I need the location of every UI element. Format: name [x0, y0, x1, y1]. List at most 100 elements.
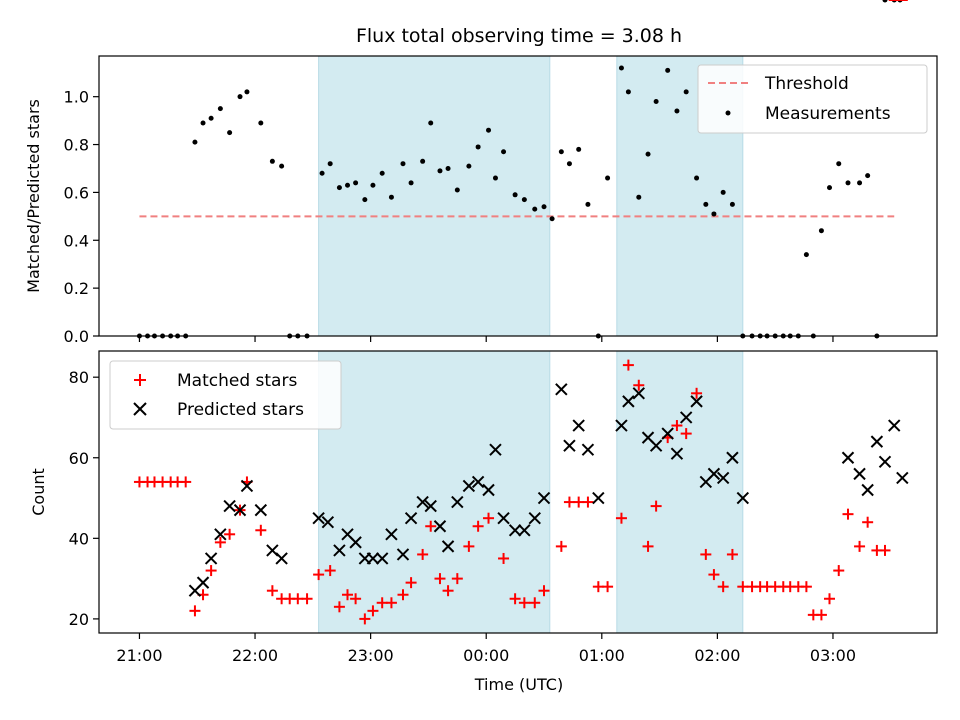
predicted-star-point	[349, 536, 362, 549]
predicted-star-point	[878, 455, 892, 468]
predicted-star-point	[615, 419, 628, 432]
matched-star-point	[555, 540, 567, 552]
y-tick-label: 40	[69, 529, 89, 548]
measurement-point	[711, 211, 717, 217]
measurement-point	[388, 194, 394, 200]
matched-star-point	[417, 548, 429, 560]
measurement-point	[585, 201, 591, 207]
predicted-star-stroke-b	[508, 524, 522, 537]
measurement-point	[576, 146, 582, 152]
predicted-star-point	[690, 395, 703, 408]
measurement-point	[720, 189, 726, 195]
predicted-star-point	[366, 552, 380, 565]
matched-star-point	[463, 540, 475, 552]
bottom-legend: Matched stars Predicted stars	[109, 360, 342, 430]
matched-star-point	[691, 387, 703, 399]
matched-star-point	[717, 581, 729, 593]
measurement-point	[362, 197, 368, 203]
predicted-star-stroke-b	[592, 491, 605, 505]
predicted-star-point	[896, 471, 909, 485]
matched-star-point	[642, 540, 654, 552]
predicted-star-point	[726, 451, 739, 464]
matched-star-point	[854, 540, 866, 552]
predicted-star-stroke-b	[214, 528, 227, 541]
measurement-point	[345, 182, 351, 188]
matched-star-point	[214, 536, 226, 548]
measurement-point	[549, 216, 555, 222]
y-tick-label: 80	[69, 368, 89, 387]
matched-star-point	[425, 520, 437, 532]
y-tick-label: 0.8	[64, 136, 89, 155]
predicted-star-point	[497, 511, 510, 525]
measurement-point	[845, 180, 851, 186]
matched-star-point	[205, 565, 217, 577]
measurement-point	[541, 204, 547, 210]
predicted-star-stroke-b	[349, 536, 362, 549]
legend-measurements-swatch	[725, 110, 731, 116]
top-legend-box	[697, 64, 928, 134]
measurement-point	[703, 201, 709, 207]
measurement-point	[269, 158, 275, 164]
predicted-star-stroke-b	[240, 479, 254, 493]
measurement-point	[653, 98, 659, 104]
predicted-star-stroke-b	[312, 511, 325, 525]
predicted-star-stroke-b	[528, 511, 541, 525]
matched-stars-series	[133, 0, 908, 625]
predicted-star-stroke-b	[622, 395, 635, 408]
predicted-star-point	[240, 479, 254, 493]
predicted-star-point	[441, 540, 455, 553]
matched-star-point	[324, 565, 336, 577]
measurement-point	[279, 163, 285, 169]
predicted-star-point	[471, 475, 485, 489]
predicted-star-point	[196, 576, 210, 589]
measurement-point	[501, 149, 507, 155]
measurement-point	[379, 170, 385, 176]
predicted-star-stroke-b	[266, 544, 279, 557]
predicted-star-stroke-b	[853, 467, 866, 481]
x-tick-label: 01:00	[579, 646, 625, 665]
predicted-star-point	[679, 411, 693, 424]
bottom-shaded-intervals	[318, 350, 744, 634]
predicted-star-point	[649, 439, 663, 452]
measurement-point	[618, 65, 624, 71]
measurement-point	[237, 94, 243, 100]
measurement-point	[521, 197, 527, 203]
measurement-point	[729, 201, 735, 207]
matched-star-point	[333, 601, 345, 613]
top-shaded-intervals	[318, 55, 744, 337]
count-panel: 20 40 60 80 21:00 22:00 23:00 00:00 01:00 02:00 0…	[29, 0, 938, 694]
measurement-point	[836, 161, 842, 167]
matched-star-point	[538, 585, 550, 597]
predicted-star-stroke-b	[196, 576, 210, 589]
predicted-star-stroke-b	[555, 383, 568, 396]
matched-star-point	[815, 609, 827, 621]
matched-star-point	[726, 548, 738, 560]
measurement-point	[466, 163, 472, 169]
measurement-point	[445, 165, 451, 171]
predicted-star-stroke-b	[462, 479, 476, 493]
matched-star-point	[313, 569, 325, 581]
matched-star-point	[301, 593, 313, 605]
measurement-point	[694, 175, 700, 181]
matched-star-point	[592, 581, 604, 593]
predicted-star-stroke-b	[497, 511, 510, 525]
predicted-star-point	[321, 516, 335, 529]
measurement-point	[625, 89, 631, 95]
predicted-star-stroke-b	[641, 431, 655, 444]
measurement-point	[865, 173, 871, 179]
matched-star-point	[563, 496, 575, 508]
top-plot-frame	[98, 55, 938, 337]
matched-star-point	[451, 573, 463, 585]
predicted-star-stroke-b	[482, 483, 495, 497]
predicted-star-point	[433, 520, 447, 533]
predicted-star-stroke-b	[275, 552, 288, 565]
measurement-point	[882, 0, 888, 3]
predicted-star-point	[214, 528, 227, 541]
predicted-star-stroke-b	[670, 447, 684, 460]
measurement-point	[486, 127, 492, 133]
measurement-point	[227, 130, 233, 136]
measurement-point	[200, 120, 206, 126]
matched-star-point	[602, 581, 614, 593]
matched-star-point	[650, 500, 662, 512]
predicted-star-stroke-b	[841, 451, 855, 464]
